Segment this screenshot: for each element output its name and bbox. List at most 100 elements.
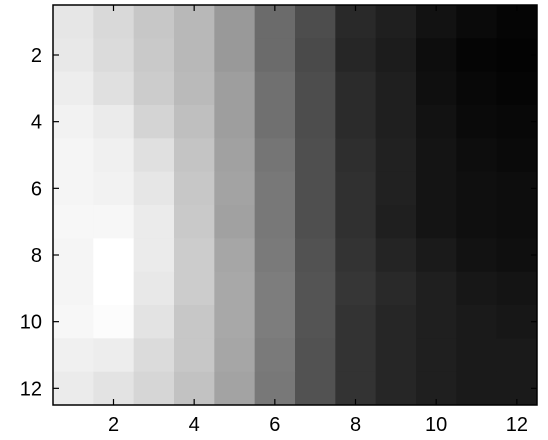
heatmap-cell-r9-c3	[133, 271, 175, 306]
heatmap-cell-r10-c8	[335, 305, 377, 339]
heatmap-cell-r6-c8	[335, 171, 377, 206]
heatmap-cell-r1-c3	[133, 5, 175, 39]
heatmap-cell-r4-c5	[214, 105, 256, 139]
heatmap-cell-r8-c6	[254, 238, 296, 273]
heatmap-cell-r3-c11	[456, 71, 498, 106]
heatmap-cell-r2-c1	[53, 38, 94, 73]
heatmap-cell-r5-c4	[174, 138, 215, 173]
heatmap-cell-r7-c8	[335, 205, 377, 239]
heatmap-cell-r8-c9	[375, 238, 417, 273]
heatmap-cell-r9-c5	[214, 271, 256, 306]
heatmap-cell-r6-c11	[456, 171, 498, 206]
heatmap-cell-r4-c7	[295, 105, 336, 139]
heatmap-cell-r5-c12	[496, 138, 538, 173]
heatmap-cell-r5-c8	[335, 138, 377, 173]
heatmap-cell-r5-c1	[53, 138, 94, 173]
heatmap-cell-r8-c1	[53, 238, 94, 273]
heatmap-cell-r7-c12	[496, 205, 538, 239]
heatmap-cell-r10-c10	[416, 305, 457, 339]
heatmap-cell-r3-c10	[416, 71, 457, 106]
heatmap-cell-r11-c10	[416, 338, 457, 373]
heatmap-cell-r10-c12	[496, 305, 538, 339]
heatmap-cell-r5-c11	[456, 138, 498, 173]
heatmap-cell-r9-c8	[335, 271, 377, 306]
heatmap-cell-r10-c5	[214, 305, 256, 339]
heatmap-cell-r9-c10	[416, 271, 457, 306]
heatmap-cell-r5-c6	[254, 138, 296, 173]
heatmap-cell-r2-c6	[254, 38, 296, 73]
heatmap-cell-r3-c9	[375, 71, 417, 106]
y-tick-labels: 2 4 6 8 10 12	[20, 45, 42, 400]
heatmap-cell-r6-c10	[416, 171, 457, 206]
heatmap-cell-r11-c2	[93, 338, 135, 373]
heatmap-cell-r8-c11	[456, 238, 498, 273]
heatmap-cell-r5-c3	[133, 138, 175, 173]
heatmap-cell-r11-c5	[214, 338, 256, 373]
heatmap-cell-r12-c1	[53, 371, 94, 406]
heatmap-cell-r3-c8	[335, 71, 377, 106]
heatmap-cell-r2-c7	[295, 38, 336, 73]
heatmap-cell-r5-c2	[93, 138, 135, 173]
heatmap-cell-r4-c11	[456, 105, 498, 139]
heatmap-cell-r6-c3	[133, 171, 175, 206]
heatmap-cell-r11-c12	[496, 338, 538, 373]
heatmap-cell-r8-c2	[93, 238, 135, 273]
heatmap-cell-r1-c7	[295, 5, 336, 39]
heatmap-cell-r10-c6	[254, 305, 296, 339]
heatmap-cell-r9-c4	[174, 271, 215, 306]
heatmap-cell-r1-c5	[214, 5, 256, 39]
tick-marks	[53, 5, 537, 405]
y-tick-label-4: 4	[31, 112, 42, 134]
heatmap-cell-r3-c1	[53, 71, 94, 106]
heatmap-cell-r9-c11	[456, 271, 498, 306]
heatmap-cell-r11-c1	[53, 338, 94, 373]
heatmap-cell-r9-c1	[53, 271, 94, 306]
x-tick-label-10: 10	[425, 414, 447, 436]
heatmap-cell-r10-c2	[93, 305, 135, 339]
heatmap-cell-r4-c2	[93, 105, 135, 139]
heatmap-cell-r8-c5	[214, 238, 256, 273]
heatmap-cell-r4-c10	[416, 105, 457, 139]
heatmap-cell-r4-c3	[133, 105, 175, 139]
heatmap-cell-r3-c4	[174, 71, 215, 106]
heatmap-cell-r8-c10	[416, 238, 457, 273]
heatmap-cell-r5-c9	[375, 138, 417, 173]
heatmap-cell-r7-c10	[416, 205, 457, 239]
heatmap-cell-r9-c12	[496, 271, 538, 306]
heatmap-cell-r6-c4	[174, 171, 215, 206]
heatmap-cell-r3-c3	[133, 71, 175, 106]
heatmap-cell-r8-c8	[335, 238, 377, 273]
heatmap-cell-r4-c1	[53, 105, 94, 139]
heatmap-cell-r12-c5	[214, 371, 256, 406]
heatmap-cell-r2-c8	[335, 38, 377, 73]
heatmap-cell-r11-c4	[174, 338, 215, 373]
heatmap-cell-r6-c12	[496, 171, 538, 206]
heatmap-cell-r4-c12	[496, 105, 538, 139]
heatmap-cell-r6-c1	[53, 171, 94, 206]
heatmap-cell-r5-c7	[295, 138, 336, 173]
heatmap-cell-r10-c3	[133, 305, 175, 339]
heatmap-cell-r4-c9	[375, 105, 417, 139]
heatmap-cell-r2-c12	[496, 38, 538, 73]
x-tick-labels: 2 4 6 8 10 12	[108, 414, 528, 436]
heatmap-cell-r6-c2	[93, 171, 135, 206]
heatmap-cell-r12-c3	[133, 371, 175, 406]
heatmap-cell-r12-c9	[375, 371, 417, 406]
heatmap-cell-r2-c4	[174, 38, 215, 73]
x-tick-label-6: 6	[269, 414, 280, 436]
heatmap-cell-r11-c11	[456, 338, 498, 373]
heatmap-cell-r7-c5	[214, 205, 256, 239]
heatmap-cell-r2-c9	[375, 38, 417, 73]
heatmap-cell-r11-c9	[375, 338, 417, 373]
heatmap-cell-r7-c7	[295, 205, 336, 239]
heatmap-cell-r3-c5	[214, 71, 256, 106]
heatmap-cell-r10-c11	[456, 305, 498, 339]
heatmap-cell-r9-c9	[375, 271, 417, 306]
heatmap-cell-r7-c6	[254, 205, 296, 239]
heatmap-cell-r10-c7	[295, 305, 336, 339]
heatmap-cell-r2-c3	[133, 38, 175, 73]
heatmap-cell-r7-c9	[375, 205, 417, 239]
heatmap-cell-r11-c8	[335, 338, 377, 373]
heatmap-cell-r5-c10	[416, 138, 457, 173]
